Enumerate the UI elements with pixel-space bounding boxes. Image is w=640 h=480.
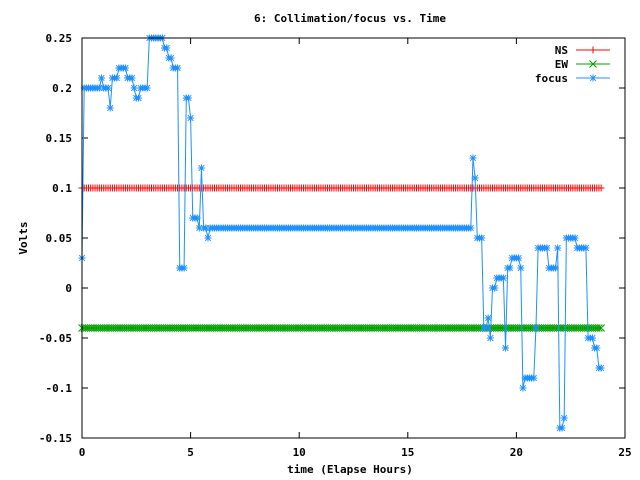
data-point-focus [560, 414, 568, 422]
y-tick-label: 0.15 [46, 132, 73, 145]
data-point-focus [469, 154, 477, 162]
y-tick-label: 0.1 [52, 182, 72, 195]
data-point-focus [506, 264, 514, 272]
data-point-focus [484, 314, 492, 322]
data-point-focus [467, 224, 475, 232]
data-point-focus [184, 94, 192, 102]
data-point-focus [113, 74, 121, 82]
data-point-EW [595, 324, 603, 332]
data-point-focus [502, 344, 510, 352]
y-axis-label: Volts [17, 221, 30, 254]
series-NS [78, 184, 605, 192]
data-point-focus [204, 234, 212, 242]
data-point-focus [532, 324, 540, 332]
data-point-focus [471, 174, 479, 182]
series-layer [78, 34, 605, 432]
y-tick-label: 0.2 [52, 82, 72, 95]
legend-label: focus [535, 72, 568, 85]
x-ticks: 0 5 10 15 20 25 [79, 38, 632, 459]
data-point-focus [593, 344, 601, 352]
data-point-focus [558, 424, 566, 432]
x-tick-label: 20 [510, 446, 523, 459]
y-tick-label: 0.25 [46, 32, 73, 45]
plot-frame [81, 37, 626, 439]
y-tick-label: -0.15 [39, 432, 72, 445]
data-point-focus [571, 234, 579, 242]
x-tick-label: 10 [293, 446, 306, 459]
data-point-focus [551, 264, 559, 272]
data-point-focus [499, 274, 507, 282]
data-point-focus [517, 264, 525, 272]
data-point-focus [180, 264, 188, 272]
x-tick-label: 15 [401, 446, 414, 459]
data-point-NS [597, 184, 605, 192]
y-tick-label: -0.05 [39, 332, 72, 345]
y-tick-label: 0 [65, 282, 72, 295]
data-point-focus [193, 214, 201, 222]
data-point-focus [104, 84, 112, 92]
data-point-focus [588, 334, 596, 342]
data-point-focus [530, 374, 538, 382]
chart-title: 6: Collimation/focus vs. Time [254, 12, 446, 25]
legend-label: EW [555, 58, 569, 71]
data-point-focus [515, 254, 523, 262]
data-point-focus [130, 84, 138, 92]
series-focus [78, 34, 605, 432]
data-point-focus [187, 114, 195, 122]
data-point-EW [597, 324, 605, 332]
legend-label: NS [555, 44, 568, 57]
legend-marker [589, 74, 597, 82]
data-point-focus [167, 54, 175, 62]
data-point-focus [554, 244, 562, 252]
data-point-focus [491, 284, 499, 292]
data-point-focus [134, 94, 142, 102]
series-line-focus [81, 37, 602, 429]
data-point-focus [486, 334, 494, 342]
data-point-focus [121, 64, 129, 72]
data-point-focus [174, 64, 182, 72]
y-tick-label: -0.1 [46, 382, 73, 395]
legend-marker [589, 60, 597, 68]
data-point-focus [478, 234, 486, 242]
legend-marker [589, 46, 597, 54]
x-tick-label: 0 [79, 446, 86, 459]
data-point-focus [98, 74, 106, 82]
data-point-focus [597, 364, 605, 372]
data-point-focus [482, 324, 490, 332]
data-point-focus [519, 384, 527, 392]
series-EW [78, 324, 605, 332]
data-point-focus [543, 244, 551, 252]
x-tick-label: 5 [187, 446, 194, 459]
data-point-focus [582, 244, 590, 252]
x-tick-label: 25 [618, 446, 631, 459]
data-point-focus [106, 104, 114, 112]
y-ticks: -0.15 -0.1 -0.05 0 0.05 0.1 0.15 0.2 0.25 [39, 32, 625, 445]
data-point-focus [163, 44, 171, 52]
data-point-focus [143, 84, 151, 92]
x-axis-label: time (Elapse Hours) [287, 463, 413, 476]
data-point-focus [197, 164, 205, 172]
y-tick-label: 0.05 [46, 232, 73, 245]
data-point-focus [128, 74, 136, 82]
